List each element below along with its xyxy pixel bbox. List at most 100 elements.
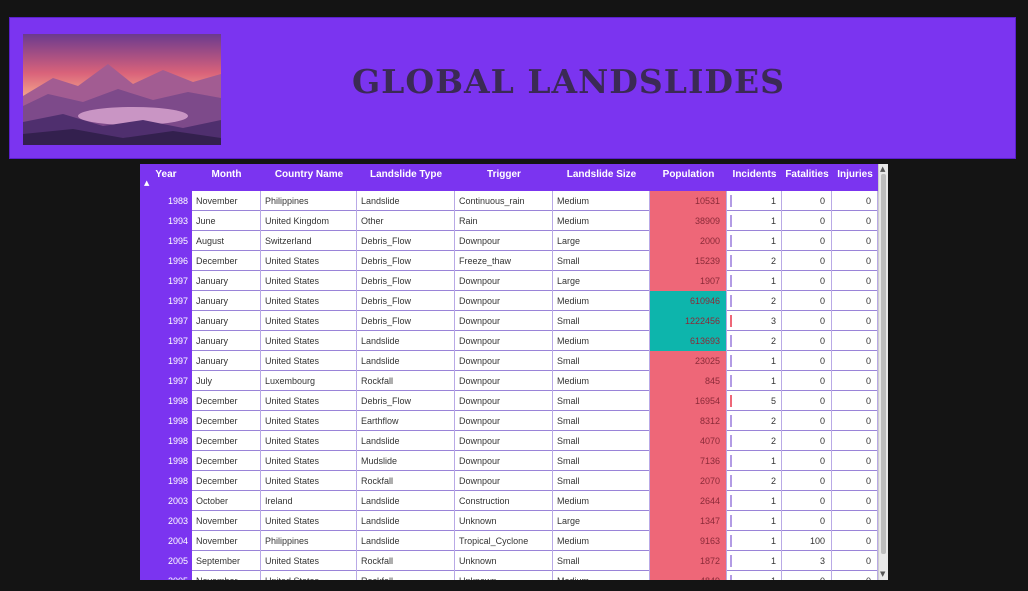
cell-injuries: 0 (832, 351, 878, 371)
incidents-value: 2 (770, 256, 776, 266)
cell-injuries: 0 (832, 431, 878, 451)
incidents-value: 1 (770, 496, 776, 506)
column-header-incidents[interactable]: Incidents (732, 169, 777, 180)
cell-population: 7136 (650, 451, 727, 471)
cell-size: Small (553, 351, 650, 371)
table-row[interactable]: 2003 November United States Landslide Unknow… (140, 511, 878, 531)
cell-fatalities: 0 (782, 491, 832, 511)
cell-type: Earthflow (357, 411, 455, 431)
cell-year: 1997 (140, 291, 192, 311)
cell-population: 845 (650, 371, 727, 391)
column-header-fatalities[interactable]: Fatalities (785, 169, 829, 180)
table-row[interactable]: 1997 January United States Debris_Flow Downp… (140, 271, 878, 291)
column-header-landslide-type[interactable]: Landslide Type (369, 169, 443, 180)
incidents-bar (730, 375, 732, 387)
incidents-value: 3 (770, 316, 776, 326)
cell-type: Rockfall (357, 571, 455, 580)
table-row[interactable]: 1993 June United Kingdom Other Rain Medium 389… (140, 211, 878, 231)
incidents-bar (730, 495, 732, 507)
cell-month: January (192, 291, 261, 311)
incidents-value: 1 (770, 456, 776, 466)
incidents-bar (730, 335, 732, 347)
cell-type: Landslide (357, 351, 455, 371)
cell-month: January (192, 331, 261, 351)
vertical-scrollbar[interactable]: ▲ ▼ (878, 164, 888, 580)
cell-year: 1998 (140, 431, 192, 451)
cell-injuries: 0 (832, 451, 878, 471)
column-header-country-name[interactable]: Country Name (274, 169, 344, 180)
table-row[interactable]: 1996 December United States Debris_Flow Free… (140, 251, 878, 271)
table-row[interactable]: 2005 September United States Rockfall Unknow… (140, 551, 878, 571)
cell-country: United States (261, 391, 357, 411)
page-title: GLOBAL LANDSLIDES (352, 62, 785, 101)
column-header-landslide-size[interactable]: Landslide Size (566, 169, 637, 180)
table-row[interactable]: 1997 January United States Landslide Downpou… (140, 331, 878, 351)
cell-size: Large (553, 231, 650, 251)
cell-incidents: 1 (727, 511, 782, 531)
table-row[interactable]: 2003 October Ireland Landslide Construction M… (140, 491, 878, 511)
table-row[interactable]: 1988 November Philippines Landslide Continuo… (140, 191, 878, 211)
column-header-population[interactable]: Population (662, 169, 715, 180)
table-row[interactable]: 1998 December United States Debris_Flow Down… (140, 391, 878, 411)
cell-trigger: Downpour (455, 311, 553, 331)
column-header-month[interactable]: Month (211, 169, 242, 180)
cell-injuries: 0 (832, 511, 878, 531)
incidents-value: 1 (770, 536, 776, 546)
cell-trigger: Downpour (455, 231, 553, 251)
cell-country: United States (261, 271, 357, 291)
table-row[interactable]: 1997 January United States Debris_Flow Downp… (140, 291, 878, 311)
table-row[interactable]: 1998 December United States Landslide Downpo… (140, 431, 878, 451)
cell-injuries: 0 (832, 291, 878, 311)
table-row[interactable]: 2004 November Philippines Landslide Tropical… (140, 531, 878, 551)
cell-incidents: 1 (727, 571, 782, 580)
cell-fatalities: 0 (782, 471, 832, 491)
cell-trigger: Downpour (455, 371, 553, 391)
cell-year: 1997 (140, 351, 192, 371)
table-row[interactable]: 1997 January United States Debris_Flow Downp… (140, 311, 878, 331)
table-row[interactable]: 2005NovemberUnited StatesRockfallUnknown… (140, 571, 878, 580)
table-row[interactable]: 1998 December United States Earthflow Downpo… (140, 411, 878, 431)
cell-fatalities: 0 (782, 211, 832, 231)
cell-size: Small (553, 411, 650, 431)
incidents-value: 1 (770, 556, 776, 566)
column-header-year[interactable]: Year (155, 169, 177, 180)
table-row[interactable]: 1995 August Switzerland Debris_Flow Downpour… (140, 231, 878, 251)
cell-year: 2004 (140, 531, 192, 551)
cell-fatalities: 0 (782, 571, 832, 580)
cell-injuries: 0 (832, 231, 878, 251)
cell-incidents: 1 (727, 531, 782, 551)
cell-size: Small (553, 451, 650, 471)
cell-type: Debris_Flow (357, 311, 455, 331)
incidents-bar (730, 515, 732, 527)
cell-year: 1993 (140, 211, 192, 231)
scrollbar-thumb[interactable] (881, 174, 886, 554)
table-row[interactable]: 1997 July Luxembourg Rockfall Downpour Medium… (140, 371, 878, 391)
column-header-trigger[interactable]: Trigger (487, 169, 521, 180)
cell-incidents: 5 (727, 391, 782, 411)
table-row[interactable]: 1998 December United States Rockfall Downpou… (140, 471, 878, 491)
scroll-down-icon[interactable]: ▼ (880, 570, 886, 578)
cell-injuries: 0 (832, 271, 878, 291)
cell-country: Philippines (261, 531, 357, 551)
incidents-value: 5 (770, 396, 776, 406)
cell-fatalities: 0 (782, 371, 832, 391)
cell-size: Medium (553, 491, 650, 511)
cell-country: United States (261, 551, 357, 571)
cell-country: United States (261, 331, 357, 351)
table-row[interactable]: 1997 January United States Landslide Downpou… (140, 351, 878, 371)
table-row[interactable]: 1998 December United States Mudslide Downpou… (140, 451, 878, 471)
cell-population: 23025 (650, 351, 727, 371)
cell-type: Landslide (357, 531, 455, 551)
sort-ascending-icon[interactable]: ▲ (144, 179, 150, 187)
cell-incidents: 1 (727, 491, 782, 511)
cell-trigger: Rain (455, 211, 553, 231)
incidents-value: 2 (770, 436, 776, 446)
cell-population: 16954 (650, 391, 727, 411)
cell-year: 1998 (140, 451, 192, 471)
scroll-up-icon[interactable]: ▲ (880, 165, 886, 173)
cell-fatalities: 0 (782, 351, 832, 371)
cell-country: United States (261, 351, 357, 371)
column-header-injuries[interactable]: Injuries (837, 169, 873, 180)
cell-size: Medium (553, 331, 650, 351)
cell-incidents: 1 (727, 191, 782, 211)
